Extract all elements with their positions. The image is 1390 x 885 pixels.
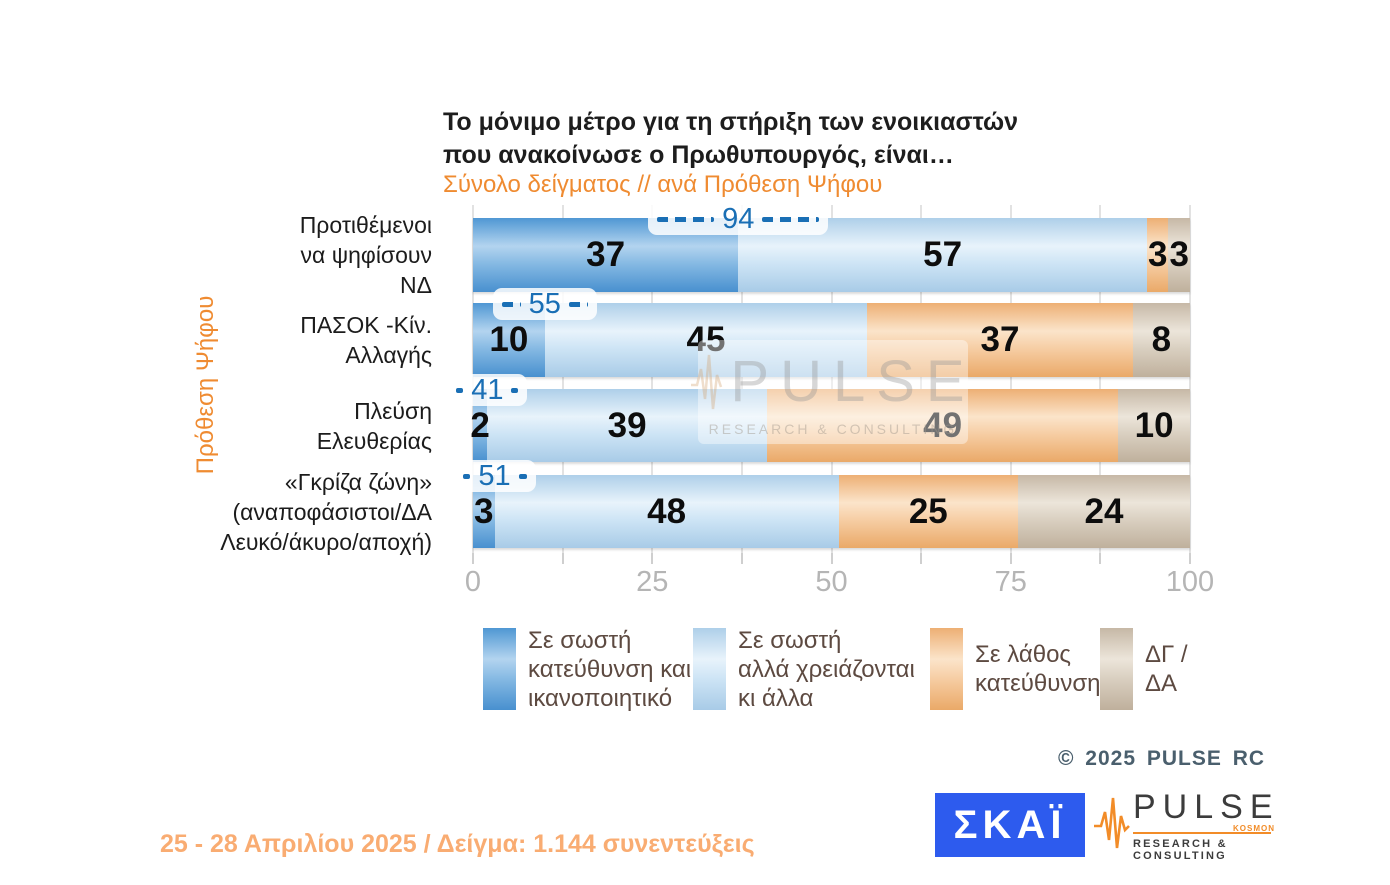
bar-segment-2 bbox=[494, 475, 839, 548]
gridline bbox=[1099, 205, 1102, 553]
gridline bbox=[1189, 205, 1191, 553]
legend-label-3: Σε λάθος κατεύθυνση bbox=[975, 641, 1101, 697]
bar-segment-3 bbox=[766, 389, 1119, 462]
marker-dash bbox=[657, 216, 715, 222]
x-axis-tick bbox=[472, 553, 474, 564]
segment-value-label: 48 bbox=[647, 492, 687, 531]
segment-value-label: 24 bbox=[1084, 492, 1124, 531]
legend-swatch-2 bbox=[693, 628, 726, 710]
sum-marker: 51 bbox=[453, 459, 536, 492]
bar-segment-3 bbox=[867, 303, 1133, 377]
segment-value-label: 37 bbox=[980, 320, 1020, 359]
marker-value: 51 bbox=[478, 459, 511, 492]
gridline bbox=[920, 205, 923, 553]
bar-segment-3 bbox=[838, 475, 1018, 548]
segment-value-label: 3 bbox=[1148, 235, 1168, 274]
legend-swatch-1 bbox=[483, 628, 516, 710]
chart-subtitle: Σύνολο δείγματος // ανά Πρόθεση Ψήφου bbox=[443, 171, 883, 198]
segment-value-label: 10 bbox=[489, 320, 529, 359]
gridline bbox=[561, 205, 564, 553]
bar-segment-4 bbox=[1132, 303, 1190, 377]
segment-value-label: 8 bbox=[1151, 320, 1172, 359]
x-axis-tick bbox=[1009, 553, 1012, 564]
marker-dash bbox=[518, 473, 527, 479]
bar-segment-4 bbox=[1118, 389, 1190, 462]
legend-swatch-3 bbox=[930, 628, 963, 710]
marker-dash bbox=[462, 473, 471, 479]
segment-value-label: 10 bbox=[1134, 406, 1174, 445]
bar-segment-1 bbox=[473, 389, 488, 462]
x-axis-tick-label: 75 bbox=[994, 566, 1027, 598]
x-axis-tick bbox=[1189, 553, 1191, 564]
skai-logo-text: ΣΚΑΪ bbox=[953, 802, 1067, 847]
x-axis-tick bbox=[561, 553, 564, 564]
sum-marker: 55 bbox=[492, 287, 597, 320]
x-axis-tick-label: 25 bbox=[636, 566, 669, 598]
category-label: Προτιθέμενοι να ψηφίσουν ΝΔ bbox=[299, 212, 432, 298]
sum-marker: 94 bbox=[648, 202, 829, 235]
bar-segment-2 bbox=[487, 389, 767, 462]
fieldwork-sample-note: 25 - 28 Απριλίου 2025 / Δείγμα: 1.144 συ… bbox=[160, 830, 755, 858]
legend-label-1: Σε σωστή κατεύθυνση και ικανοποιητικό bbox=[528, 626, 692, 712]
gridline bbox=[1009, 205, 1012, 553]
chart-title-line2: που ανακοίνωσε ο Πρωθυπουργός, είναι… bbox=[443, 141, 954, 169]
x-axis-tick-label: 100 bbox=[1165, 566, 1215, 598]
marker-dash bbox=[456, 387, 464, 393]
legend-label-4: ΔΓ / ΔΑ bbox=[1145, 641, 1188, 697]
x-axis-tick-label: 0 bbox=[464, 566, 482, 598]
x-axis-tick-label: 50 bbox=[815, 566, 848, 598]
segment-value-label: 3 bbox=[474, 492, 494, 531]
stacked-bar bbox=[473, 475, 1190, 548]
sum-marker: 41 bbox=[447, 373, 528, 406]
gridline bbox=[651, 205, 654, 553]
segment-value-label: 3 bbox=[1169, 235, 1189, 274]
legend-swatch-4 bbox=[1100, 628, 1133, 710]
stacked-bar bbox=[473, 389, 1190, 462]
bar-segment-1 bbox=[473, 475, 495, 548]
category-label: «Γκρίζα ζώνη» (αναποφάσιστοι/ΔΑ Λευκό/άκυρ… bbox=[220, 468, 432, 555]
category-label: Πλεύση Ελευθερίας bbox=[316, 397, 432, 454]
category-label: ΠΑΣΟΚ -Κίν. Αλλαγής bbox=[300, 312, 432, 368]
pulse-logo-subtitle: RESEARCH & CONSULTING bbox=[1133, 838, 1228, 862]
x-axis-tick bbox=[740, 553, 743, 564]
x-axis-tick bbox=[651, 553, 654, 564]
marker-dash bbox=[501, 301, 521, 307]
pulse-waveform-icon bbox=[1094, 797, 1130, 849]
bar-segment-3 bbox=[1146, 218, 1169, 292]
pulse-logo-text: PULSE bbox=[1133, 788, 1280, 826]
segment-value-label: 49 bbox=[923, 406, 963, 445]
segment-value-label: 2 bbox=[470, 406, 490, 445]
segment-value-label: 45 bbox=[686, 320, 726, 359]
marker-value: 41 bbox=[471, 373, 504, 406]
stacked-bar bbox=[473, 218, 1190, 292]
chart-title-line1: Το μόνιμο μέτρο για τη στήριξη των ενοικ… bbox=[443, 108, 1019, 136]
x-axis-tick bbox=[830, 553, 833, 564]
copyright-text: © 2025 PULSE RC bbox=[1058, 747, 1266, 770]
bar-segment-2 bbox=[544, 303, 868, 377]
pulse-logo: PULSE KOSMON RESEARCH & CONSULTING bbox=[1093, 788, 1275, 862]
marker-value: 94 bbox=[722, 202, 755, 235]
chart-title: Το μόνιμο μέτρο για τη στήριξη των ενοικ… bbox=[443, 106, 1018, 172]
x-axis-tick bbox=[920, 553, 923, 564]
segment-value-label: 25 bbox=[908, 492, 948, 531]
marker-dash bbox=[762, 216, 820, 222]
bar-segment-4 bbox=[1017, 475, 1190, 548]
plot-area: 37 57 3 3 94 10 45 37 8 55 2 39 49 10 41 3 48 25 24 51 bbox=[447, 202, 1191, 553]
bar-segment-4 bbox=[1168, 218, 1190, 292]
pulse-logo-rule bbox=[1133, 832, 1271, 834]
pulse-logo-tagline: KOSMON bbox=[1233, 824, 1275, 833]
skai-logo: ΣΚΑΪ bbox=[935, 793, 1085, 857]
segment-value-label: 57 bbox=[923, 235, 963, 274]
gridline bbox=[830, 205, 833, 553]
segment-value-label: 39 bbox=[607, 406, 647, 445]
marker-dash bbox=[511, 387, 519, 393]
gridline bbox=[740, 205, 743, 553]
x-axis-tick bbox=[1099, 553, 1102, 564]
legend-label-2: Σε σωστή αλλά χρειάζονται κι άλλα bbox=[738, 626, 915, 712]
segment-value-label: 37 bbox=[586, 235, 626, 274]
marker-value: 55 bbox=[528, 287, 561, 320]
marker-dash bbox=[568, 301, 588, 307]
